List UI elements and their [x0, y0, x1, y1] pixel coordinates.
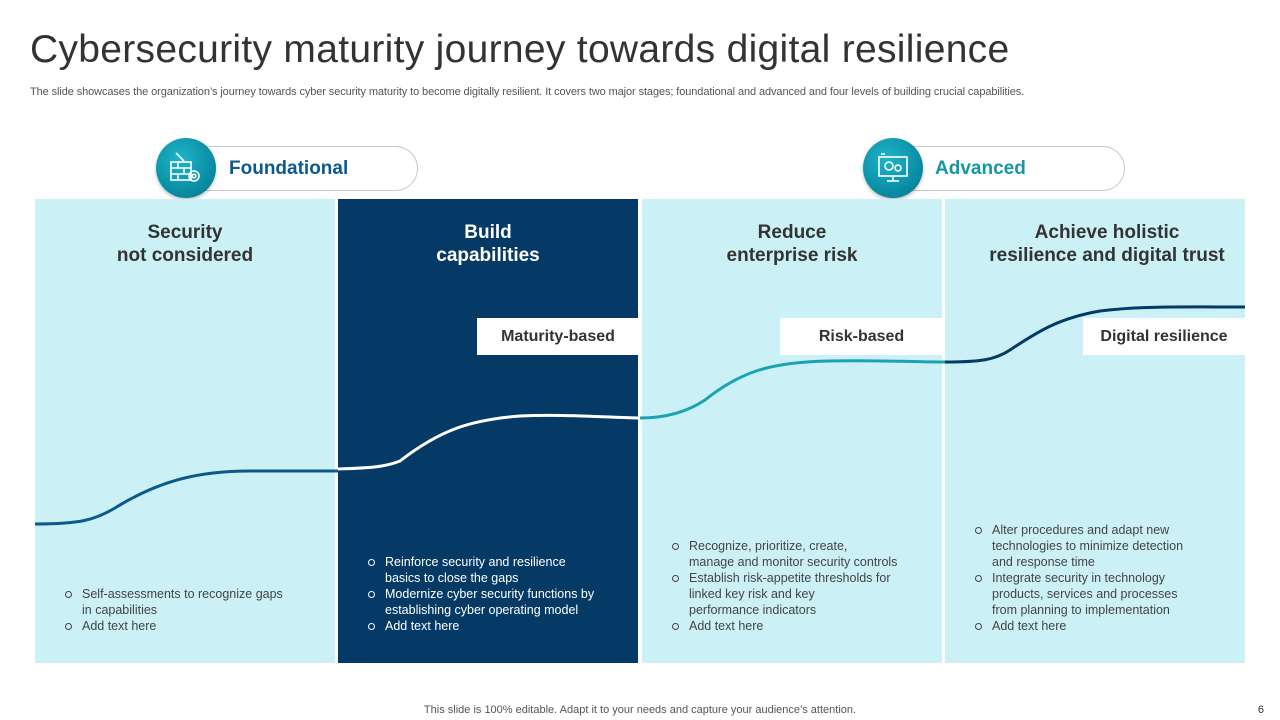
- column-security-not-considered: Security not considered: [35, 199, 335, 663]
- bullet-list-security-not-considered: Self-assessments to recognize gaps in ca…: [62, 586, 327, 634]
- monitor-gears-icon: [863, 138, 923, 198]
- column-title: Achieve holistic resilience and digital …: [989, 222, 1225, 266]
- column-achieve-holistic-resilience: Achieve holistic resilience and digital …: [945, 199, 1245, 663]
- tag-digital-resilience: Digital resilience: [1083, 318, 1245, 355]
- slide-title: Cybersecurity maturity journey towards d…: [30, 28, 1010, 71]
- tag-risk-based: Risk-based: [780, 318, 943, 355]
- list-item: Establish risk-appetite thresholds for l…: [669, 570, 939, 618]
- list-item: Add text here: [669, 618, 939, 634]
- curve-segment-foundational: [34, 469, 338, 526]
- column-reduce-enterprise-risk: Reduce enterprise risk: [642, 199, 942, 663]
- list-item: Integrate security in technology product…: [972, 570, 1237, 618]
- tag-maturity-based: Maturity-based: [477, 318, 639, 355]
- list-item: Reinforce security and resilience basics…: [365, 554, 633, 586]
- list-item: Add text here: [62, 618, 327, 634]
- column-title: Reduce enterprise risk: [726, 222, 858, 266]
- column-title: Security not considered: [116, 222, 254, 266]
- bullet-list-achieve-holistic-resilience: Alter procedures and adapt new technolog…: [972, 522, 1237, 634]
- curve-segment-build: [337, 413, 641, 471]
- curve-segment-reduce: [639, 359, 946, 420]
- bullet-list-reduce-enterprise-risk: Recognize, prioritize, create, manage an…: [669, 538, 939, 634]
- column-title: Build capabilities: [436, 222, 540, 266]
- foundational-stage-label: Foundational: [229, 158, 349, 179]
- list-item: Modernize cyber security functions by es…: [365, 586, 633, 618]
- slide-footer: This slide is 100% editable. Adapt it to…: [423, 704, 857, 716]
- list-item: Add text here: [972, 618, 1237, 634]
- list-item: Self-assessments to recognize gaps in ca…: [62, 586, 327, 618]
- list-item: Add text here: [365, 618, 633, 634]
- bullet-list-build-capabilities: Reinforce security and resilience basics…: [365, 554, 633, 634]
- slide-subtitle: The slide showcases the organization’s j…: [30, 86, 1025, 98]
- list-item: Recognize, prioritize, create, manage an…: [669, 538, 939, 570]
- list-item: Alter procedures and adapt new technolog…: [972, 522, 1237, 570]
- column-build-capabilities: Build capabilities: [338, 199, 638, 663]
- security-wall-gear-icon: [156, 138, 216, 198]
- advanced-stage-label: Advanced: [935, 158, 1026, 179]
- curve-segment-achieve: [944, 305, 1246, 364]
- page-number: 6: [1257, 704, 1264, 716]
